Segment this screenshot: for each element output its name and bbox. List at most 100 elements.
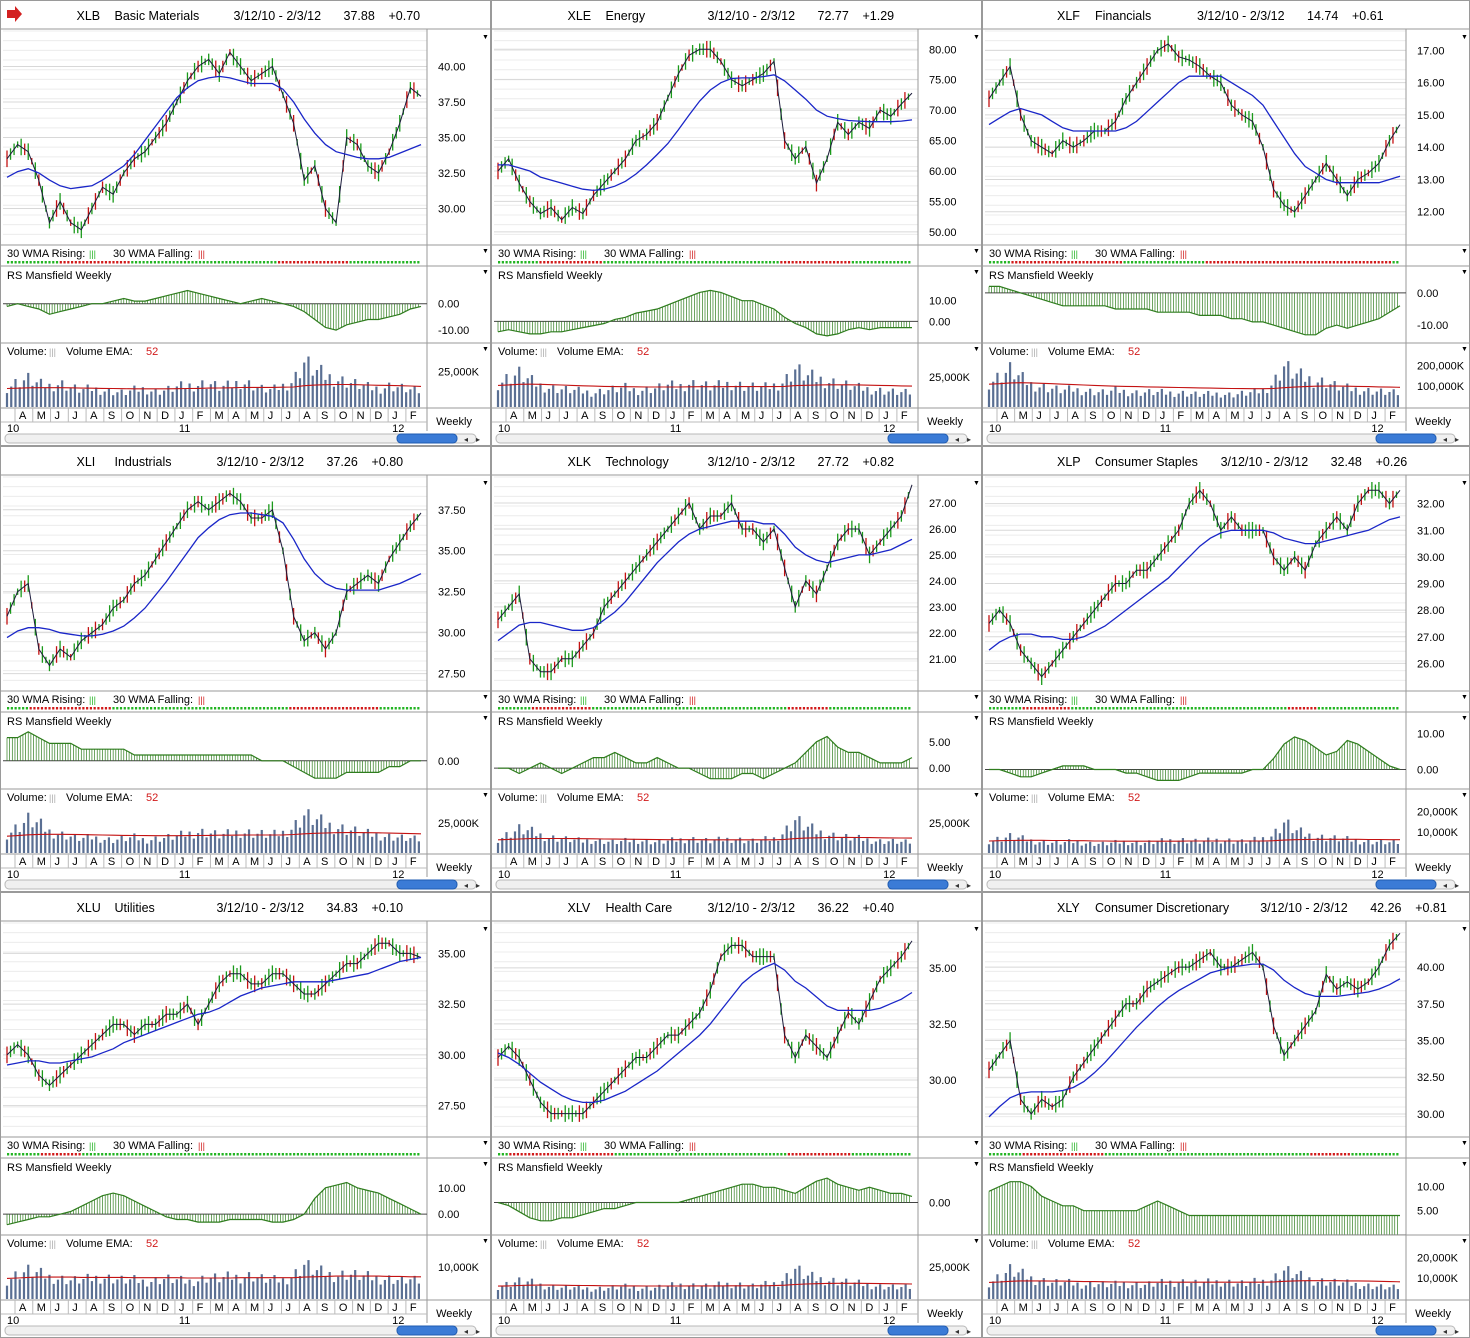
- regime-dot: [561, 261, 565, 264]
- scrollbar[interactable]: ◂ ▸: [4, 1325, 480, 1336]
- chart-panel-xlf[interactable]: XLF Financials 3/12/10 - 2/3/12 14.74 +0.61 1…: [982, 0, 1470, 446]
- volume-marker: |||: [49, 793, 56, 803]
- volume-bar: [1228, 392, 1231, 407]
- scrollbar-thumb[interactable]: [1375, 433, 1437, 444]
- volume-bar: [73, 1276, 77, 1299]
- regime-dot: [334, 1153, 337, 1156]
- volume-bar: [44, 1278, 47, 1299]
- regime-dot: [1052, 261, 1055, 264]
- volume-bar: [307, 809, 310, 853]
- volume-bar: [1072, 843, 1075, 853]
- scrollbar[interactable]: ◂ ▸: [4, 433, 480, 444]
- volume-ema-line: [497, 1282, 913, 1287]
- volume-ema-label: Volume EMA:: [557, 1238, 624, 1250]
- volume-bar: [196, 1281, 200, 1299]
- chart-panel-xly[interactable]: XLY Consumer Discretionary 3/12/10 - 2/3/1…: [982, 892, 1470, 1338]
- volume-marker: |||: [540, 1239, 547, 1249]
- month-label: J: [670, 856, 676, 868]
- chart-panel-xlu[interactable]: XLU Utilities 3/12/10 - 2/3/12 34.83 +0.10 27…: [0, 892, 491, 1338]
- scrollbar-thumb[interactable]: [887, 879, 949, 890]
- scrollbar-thumb[interactable]: [396, 433, 458, 444]
- chart-panel-xlb[interactable]: XLB Basic Materials 3/12/10 - 2/3/12 37.88 +…: [0, 0, 491, 446]
- month-label: F: [410, 410, 417, 422]
- regime-dot: [25, 261, 29, 264]
- scrollbar-thumb[interactable]: [887, 1325, 949, 1336]
- chart-panel-xle[interactable]: XLE Energy 3/12/10 - 2/3/12 72.77 +1.29 50.00…: [491, 0, 982, 446]
- volume-bar: [836, 1285, 839, 1299]
- month-label: S: [812, 1302, 819, 1314]
- regime-dot: [851, 261, 854, 264]
- wma-falling-marker: |||: [1180, 695, 1187, 705]
- chart-panel-xlp[interactable]: XLP Consumer Staples 3/12/10 - 2/3/12 32.48…: [982, 446, 1470, 892]
- chart-panel-xlv[interactable]: XLV Health Care 3/12/10 - 2/3/12 36.22 +0.40…: [491, 892, 982, 1338]
- regime-dot: [584, 1153, 587, 1156]
- scrollbar[interactable]: ◂ ▸: [986, 879, 1459, 890]
- scrollbar[interactable]: ◂ ▸: [495, 433, 971, 444]
- scrollbar-thumb[interactable]: [1375, 879, 1437, 890]
- volume-bar: [552, 835, 555, 853]
- volume-bar: [577, 386, 580, 407]
- chart-svg: XLY Consumer Discretionary 3/12/10 - 2/3/1…: [983, 901, 1469, 1336]
- regime-dot: [289, 261, 292, 264]
- scrollbar[interactable]: ◂ ▸: [495, 1325, 971, 1336]
- volume-bar: [27, 372, 30, 407]
- volume-bar: [755, 842, 759, 853]
- regime-dot: [7, 1153, 10, 1156]
- volume-bar: [5, 839, 9, 853]
- regime-dot: [247, 707, 251, 710]
- volume-bar: [840, 384, 844, 407]
- volume-bar: [1143, 392, 1147, 407]
- regime-dot: [1119, 261, 1122, 264]
- scrollbar-thumb[interactable]: [396, 1325, 458, 1336]
- chart-panel-xlk[interactable]: XLK Technology 3/12/10 - 2/3/12 27.72 +0.82 2…: [491, 446, 982, 892]
- volume-ema-label: Volume EMA:: [66, 1238, 133, 1250]
- regime-dot: [840, 1153, 843, 1156]
- volume-bar: [256, 387, 259, 407]
- volume-bar: [883, 843, 886, 853]
- regime-dot: [565, 261, 568, 264]
- volume-bar: [1346, 383, 1349, 407]
- scrollbar-thumb[interactable]: [396, 879, 458, 890]
- chart-panel-xli[interactable]: XLI Industrials 3/12/10 - 2/3/12 37.26 +0.80…: [0, 446, 491, 892]
- regime-dot: [375, 707, 379, 710]
- regime-dot: [791, 707, 794, 710]
- regime-dot: [1000, 707, 1003, 710]
- regime-dot: [326, 707, 330, 710]
- volume-bar: [1173, 396, 1176, 407]
- scrollbar[interactable]: ◂ ▸: [4, 879, 480, 890]
- volume-bar: [1131, 843, 1134, 853]
- regime-dot: [878, 707, 881, 710]
- volume-bar: [5, 1285, 9, 1299]
- volume-bar: [218, 1282, 221, 1299]
- regime-dot: [592, 261, 595, 264]
- regime-dot: [855, 1153, 858, 1156]
- volume-bar: [1249, 392, 1252, 407]
- regime-dot: [161, 707, 164, 710]
- regime-dot: [535, 261, 538, 264]
- volume-bar: [10, 832, 13, 853]
- month-label: J: [777, 856, 783, 868]
- regime-dot: [89, 1153, 92, 1156]
- regime-dot: [70, 1153, 74, 1156]
- scrollbar-thumb[interactable]: [887, 433, 949, 444]
- regime-dot: [1033, 261, 1037, 264]
- volume-bar: [14, 379, 17, 407]
- regime-dot: [1086, 261, 1089, 264]
- month-label: J: [268, 1302, 274, 1314]
- regime-dot: [784, 261, 787, 264]
- regime-dot: [1119, 707, 1122, 710]
- regime-dot: [731, 1153, 734, 1156]
- scrollbar[interactable]: ◂ ▸: [495, 879, 971, 890]
- regime-dot: [116, 261, 119, 264]
- regime-dot: [1392, 261, 1395, 264]
- scrollbar[interactable]: ◂ ▸: [986, 433, 1459, 444]
- volume-bar: [1076, 841, 1079, 853]
- month-label: S: [1089, 856, 1096, 868]
- regime-dot: [595, 261, 599, 264]
- volume-bar: [400, 383, 403, 407]
- volume-ema-period: 52: [637, 346, 649, 358]
- month-label: O: [830, 856, 839, 868]
- regime-dot: [768, 1153, 772, 1156]
- volume-bar: [48, 829, 51, 853]
